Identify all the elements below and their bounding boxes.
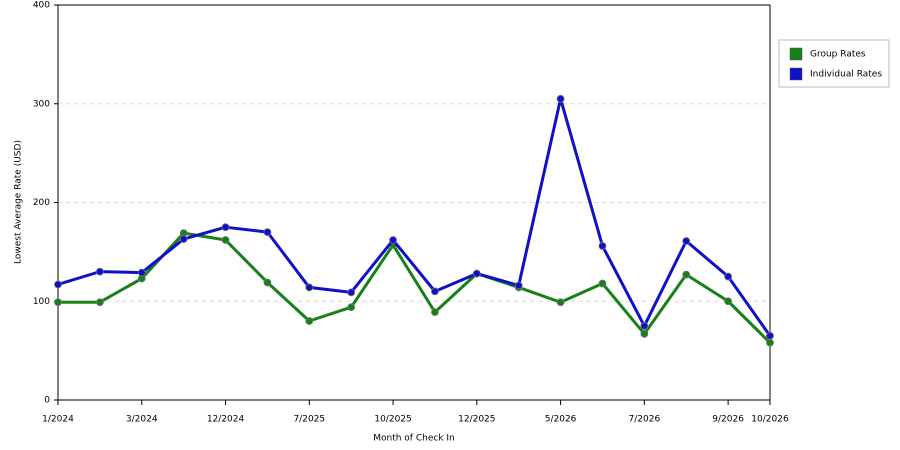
y-tick-label: 0 — [44, 396, 50, 406]
x-tick-label: 3/2024 — [126, 415, 158, 425]
data-point — [682, 270, 691, 279]
plot-frame — [57, 4, 771, 401]
data-point — [766, 338, 774, 347]
y-tick-label: 200 — [33, 198, 50, 208]
data-point — [54, 280, 62, 289]
y-tick-label: 300 — [33, 99, 50, 109]
x-tick-label: 1/2024 — [42, 415, 74, 425]
x-tick-label: 7/2026 — [629, 415, 661, 425]
data-point — [389, 236, 397, 244]
data-point — [766, 331, 774, 340]
data-point — [263, 228, 272, 237]
data-point — [514, 281, 523, 290]
data-point — [305, 317, 314, 325]
data-point — [724, 297, 733, 306]
data-point — [95, 267, 104, 276]
data-point — [640, 329, 649, 338]
x-tick-label: 12/2024 — [207, 415, 245, 425]
legend-swatch — [789, 67, 803, 81]
data-point — [179, 235, 188, 243]
x-tick-label: 7/2025 — [293, 415, 325, 425]
data-point — [263, 278, 272, 287]
data-point — [54, 298, 62, 307]
y-tick-label: 100 — [33, 297, 50, 307]
data-point — [137, 268, 146, 277]
legend-swatch — [789, 47, 803, 61]
data-point — [598, 279, 607, 288]
data-point — [305, 283, 314, 292]
x-tick-label: 5/2026 — [545, 415, 577, 425]
data-point — [431, 308, 439, 317]
data-point — [221, 236, 230, 244]
data-point — [556, 94, 565, 103]
legend-label: Individual Rates — [810, 70, 882, 80]
series-line — [57, 97, 772, 337]
data-point — [724, 272, 733, 281]
y-tick-label: 400 — [33, 1, 50, 11]
data-point — [682, 237, 691, 245]
data-point — [598, 242, 607, 250]
x-axis-label: Month of Check In — [373, 434, 455, 444]
x-tick-label: 9/2026 — [712, 415, 744, 425]
data-point — [347, 303, 356, 312]
x-tick-label: 10/2025 — [374, 415, 411, 425]
data-point — [221, 223, 230, 232]
data-point — [640, 322, 649, 330]
data-point — [472, 269, 481, 278]
data-point — [347, 288, 356, 297]
data-point — [431, 287, 439, 296]
y-axis-label: Lowest Average Rate (USD) — [14, 140, 24, 264]
series-line — [58, 231, 772, 344]
data-point — [95, 298, 104, 307]
legend-label: Group Rates — [810, 50, 866, 60]
data-point — [556, 298, 565, 307]
x-tick-label: 12/2025 — [458, 415, 495, 425]
x-tick-label: 10/2026 — [751, 415, 789, 425]
